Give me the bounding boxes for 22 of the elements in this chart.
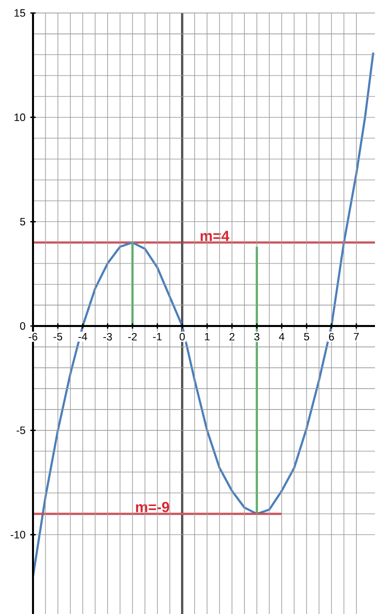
y-tick-label: 10 xyxy=(14,114,26,122)
x-tick-label: -4 xyxy=(78,332,88,340)
x-tick-label: 4 xyxy=(279,332,284,340)
x-tick-label: -2 xyxy=(128,332,137,340)
x-tick-label: 7 xyxy=(354,332,359,340)
x-tick-label: -6 xyxy=(28,332,38,340)
y-tick-label: 5 xyxy=(20,218,26,226)
x-tick-label: -1 xyxy=(153,332,162,340)
x-tick-label: 1 xyxy=(204,332,210,340)
annotation: m=-9 xyxy=(136,502,170,512)
x-tick-label: 2 xyxy=(230,332,234,340)
x-tick-label: 5 xyxy=(304,332,310,340)
annotation: m=4 xyxy=(200,230,230,241)
x-tick-label: -5 xyxy=(54,332,62,340)
x-tick-label: 6 xyxy=(329,332,334,340)
y-tick-label: -10 xyxy=(10,530,26,538)
x-tick-label: -3 xyxy=(103,332,112,340)
y-tick-label: 0 xyxy=(20,322,26,330)
y-tick-label: -5 xyxy=(16,426,26,434)
x-tick-label: 0 xyxy=(180,332,185,340)
x-tick-label: 3 xyxy=(254,332,260,340)
y-tick-label: 15 xyxy=(14,9,26,17)
